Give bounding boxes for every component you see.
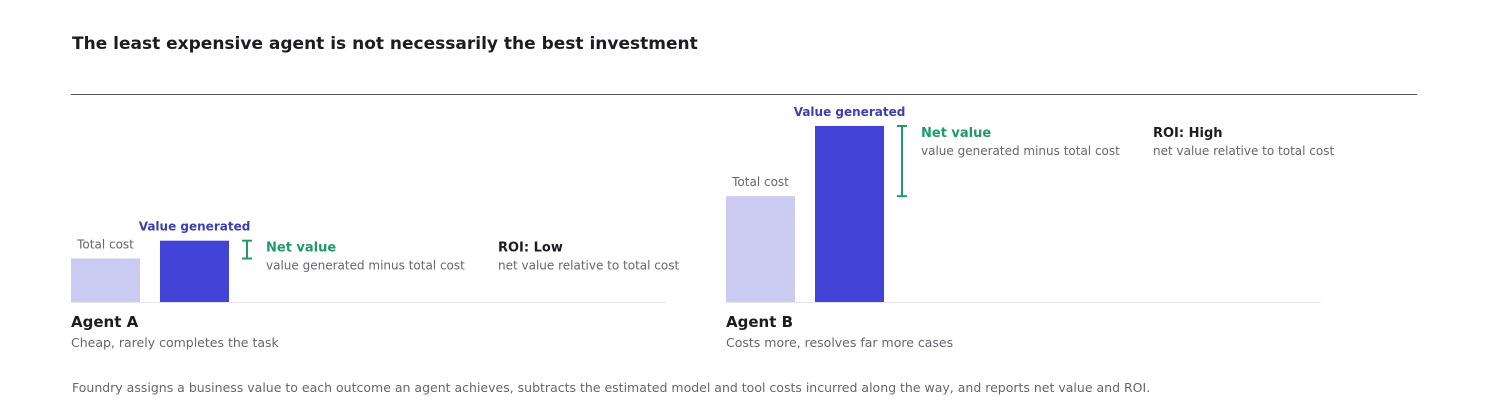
value-generated-bar (815, 125, 884, 302)
agent-b-name: Agent B (726, 313, 794, 331)
title-divider (71, 94, 1417, 95)
chart-caption: Foundry assigns a business value to each… (72, 380, 1151, 395)
agent-b-description: Costs more, resolves far more cases (726, 335, 954, 350)
total-cost-bar (726, 196, 795, 302)
roi-title: ROI: Low (498, 241, 563, 256)
agent-a-description: Cheap, rarely completes the task (71, 335, 279, 350)
total-cost-label: Total cost (76, 237, 134, 251)
net-value-description: value generated minus total cost (266, 259, 465, 273)
total-cost-label: Total cost (731, 175, 789, 189)
chart-title: The least expensive agent is not necessa… (72, 34, 698, 54)
value-generated-label: Value generated (139, 220, 251, 234)
net-value-title: Net value (266, 241, 336, 256)
value-generated-label: Value generated (794, 105, 906, 119)
agent-a-chart: Total cost Value generated Net value value … (71, 220, 679, 303)
agent-a-panel: Total cost Value generated Net value value … (71, 96, 679, 356)
roi-title: ROI: High (1153, 126, 1223, 141)
roi-description: net value relative to total cost (1153, 144, 1334, 158)
agent-b-panel: Total cost Value generated Net value value … (726, 96, 1334, 356)
total-cost-bar (71, 258, 140, 302)
agent-a-name: Agent A (71, 313, 139, 331)
agent-b-chart: Total cost Value generated Net value value … (726, 105, 1334, 303)
roi-description: net value relative to total cost (498, 259, 679, 273)
net-value-description: value generated minus total cost (921, 144, 1120, 158)
value-generated-bar (160, 240, 229, 302)
net-value-bracket (242, 239, 252, 260)
net-value-bracket (897, 124, 907, 198)
net-value-title: Net value (921, 126, 991, 141)
